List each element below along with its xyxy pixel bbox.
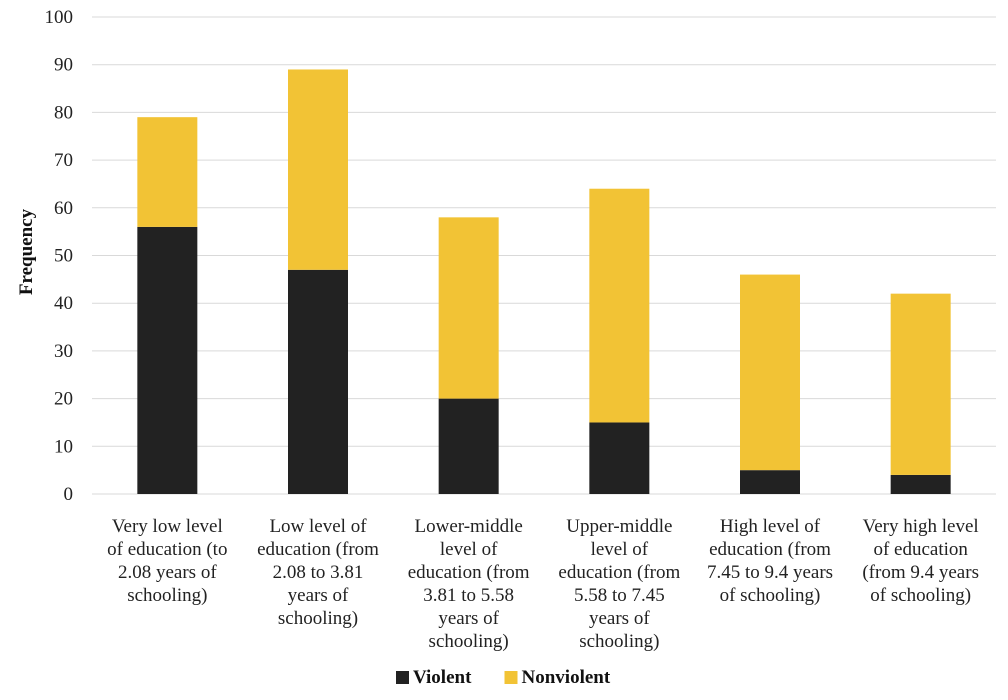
bar-nonviolent-3 [438, 217, 499, 399]
y-tick-label: 70 [54, 150, 73, 171]
y-tick-label: 80 [54, 102, 73, 123]
bar-nonviolent-5 [740, 274, 800, 471]
x-category-label: High level of education (from 7.45 to 9.4 … [707, 516, 833, 606]
bar-nonviolent-2 [288, 69, 348, 270]
x-category-label: Upper-middle level of education (from 5.58 … [558, 516, 680, 652]
bar-nonviolent-4 [589, 188, 650, 423]
y-tick-label: 90 [54, 55, 73, 76]
bar-nonviolent-6 [890, 293, 951, 475]
y-tick-label: 10 [54, 436, 73, 457]
bar-violent-6 [890, 474, 951, 494]
x-category-label: Low level of education (from 2.08 to 3.81 y… [257, 516, 379, 629]
bar-violent-4 [589, 422, 650, 494]
y-tick-label: 20 [54, 389, 73, 410]
y-tick-label: 30 [54, 341, 73, 362]
y-tick-label: 100 [45, 7, 74, 28]
legend-swatch-nonviolent [504, 671, 518, 684]
bar-nonviolent-1 [137, 117, 198, 227]
bar-violent-5 [740, 470, 800, 494]
legend: Violent Nonviolent [396, 667, 611, 688]
y-tick-label: 0 [64, 484, 74, 505]
x-category-label: Very high level of education (from 9.4 yea… [862, 516, 979, 606]
y-axis-title: Frequency [16, 208, 37, 295]
bar-violent-2 [288, 269, 348, 494]
y-tick-label: 50 [54, 246, 73, 267]
x-category-labels: Very low level of education (to 2.08 years… [107, 516, 979, 652]
bars [137, 69, 951, 494]
y-tick-label: 40 [54, 293, 73, 314]
x-category-label: Very low level of education (to 2.08 years… [107, 516, 227, 606]
bar-violent-3 [438, 398, 499, 494]
bar-violent-1 [137, 226, 198, 494]
legend-swatch-violent [396, 671, 409, 684]
x-category-label: Lower-middle level of education (from 3.81 … [408, 516, 530, 652]
gridlines [92, 16, 996, 495]
legend-label-nonviolent: Nonviolent [522, 667, 611, 688]
y-tick-label: 60 [54, 198, 73, 219]
y-tick-labels: 0 10 20 30 40 50 60 70 80 90 100 [45, 7, 74, 505]
legend-label-violent: Violent [413, 667, 472, 688]
